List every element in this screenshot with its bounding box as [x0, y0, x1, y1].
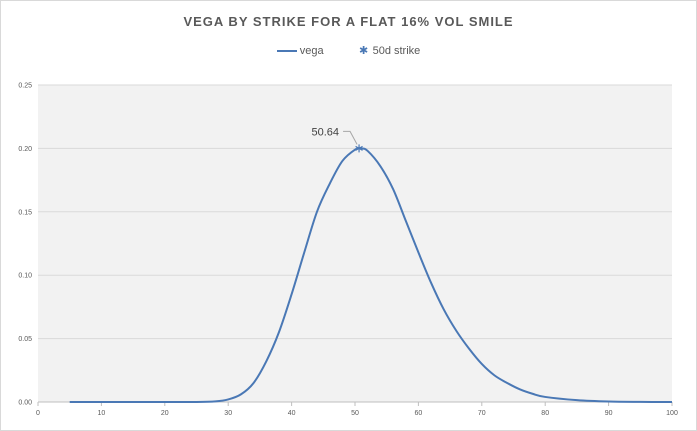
- y-tick-label: 0.15: [18, 209, 32, 216]
- x-tick-label: 10: [98, 410, 106, 417]
- plot-background: [38, 85, 672, 402]
- asterisk-icon: ✱: [358, 44, 369, 57]
- x-tick-label: 70: [478, 410, 486, 417]
- x-tick-label: 20: [161, 410, 169, 417]
- y-tick-label: 0.25: [18, 83, 32, 90]
- y-tick-label: 0.10: [18, 273, 32, 280]
- y-tick-label: 0.05: [18, 336, 32, 343]
- legend-item-50d-strike: ✱ 50d strike: [358, 44, 421, 57]
- x-tick-label: 80: [541, 410, 549, 417]
- marker-50d-strike: [355, 144, 363, 153]
- x-tick-label: 60: [415, 410, 423, 417]
- x-tick-label: 40: [288, 410, 296, 417]
- annotation-leader-line: [343, 130, 358, 145]
- y-tick-label: 0.00: [18, 400, 32, 407]
- x-tick-label: 0: [36, 410, 40, 417]
- x-tick-label: 30: [224, 410, 232, 417]
- y-tick-label: 0.20: [18, 146, 32, 153]
- x-tick-label: 50: [351, 410, 359, 417]
- legend: vega ✱ 50d strike: [1, 45, 696, 57]
- chart-title: VEGA BY STRIKE FOR A FLAT 16% VOL SMILE: [183, 14, 514, 29]
- asterisk-stroke: [355, 145, 363, 151]
- legend-line-swatch: [276, 50, 297, 52]
- x-tick-label: 90: [605, 410, 613, 417]
- x-tick-label: 100: [666, 410, 678, 417]
- series-line-vega: [69, 147, 673, 404]
- annotation-label: 50.64: [312, 126, 340, 138]
- legend-label-vega: vega: [299, 45, 324, 57]
- legend-label-50d-strike: 50d strike: [372, 45, 421, 57]
- legend-item-vega: vega: [276, 45, 324, 57]
